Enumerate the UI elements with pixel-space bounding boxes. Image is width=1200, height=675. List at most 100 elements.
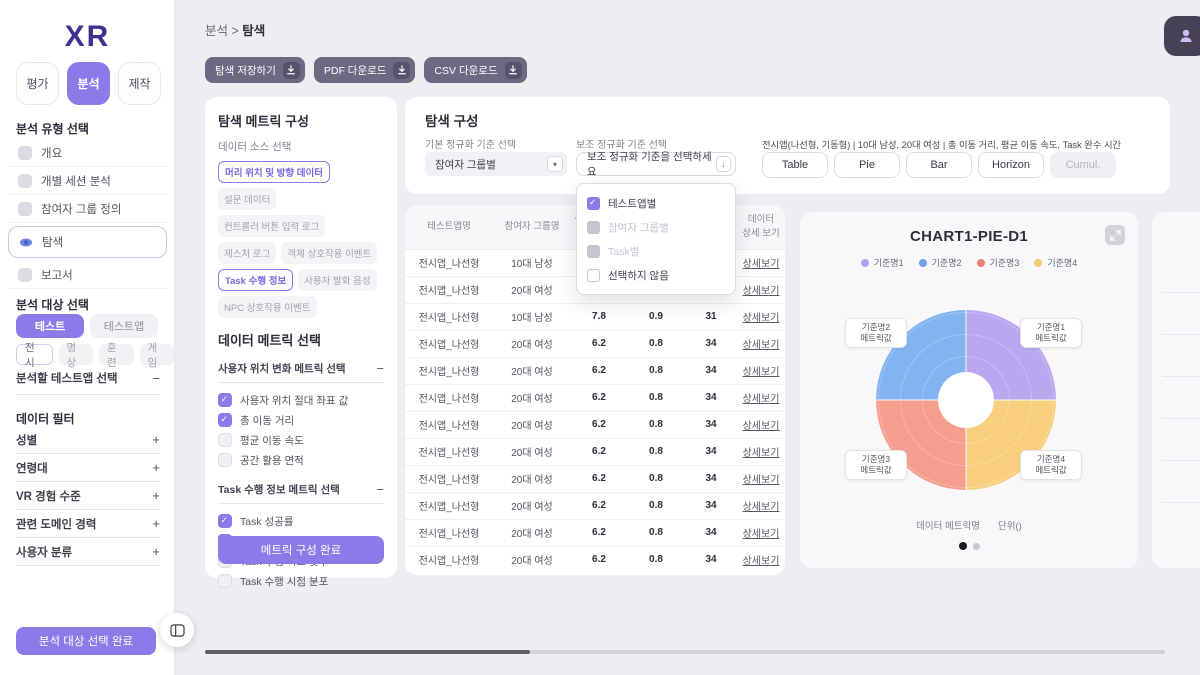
detail-link[interactable]: 상세보기 [742,394,780,405]
secondary-normalize-select[interactable]: 보조 정규화 기준을 선택하세요 ↓ [576,151,736,178]
legend-item: 기준명3 [976,256,1019,269]
target-tabs: 테스트 테스트앱 [16,314,158,338]
checkbox-label: 평균 이동 속도 [240,434,304,447]
app-select-label: 분석할 테스트앱 선택 [16,373,118,385]
detail-link[interactable]: 상세보기 [742,313,780,324]
legend-item: 기준명2 [918,256,962,269]
filter-domain-career[interactable]: 관련 도메인 경력 + [16,510,160,538]
chart-type-table-button[interactable]: Table [762,152,828,178]
header-group: 참여자 그룹명 [493,205,571,249]
app-select-accordion[interactable]: 분석할 테스트앱 선택 − [16,370,160,395]
detail-link[interactable]: 상세보기 [742,259,780,270]
primary-normalize-select[interactable]: 참여자 그룹별 ▾ [425,152,567,176]
dropdown-option-by-task: Task별 [587,239,725,263]
menu-item-report[interactable]: 보고서 [8,261,167,289]
detail-link[interactable]: 상세보기 [742,529,780,540]
metric-select-title: 데이터 메트릭 선택 [218,333,321,348]
metric-complete-button[interactable]: 메트릭 구성 완료 [218,536,384,564]
source-chip-controller-log[interactable]: 컨트롤러 버튼 입력 로그 [218,215,326,237]
chip-game[interactable]: 게임 [139,342,174,369]
target-complete-button[interactable]: 분석 대상 선택 완료 [16,627,156,655]
detail-link[interactable]: 상세보기 [742,286,780,297]
dropdown-option-none[interactable]: 선택하지 않음 [587,263,725,287]
target-tab-test[interactable]: 테스트 [16,314,84,338]
detail-link[interactable]: 상세보기 [742,475,780,486]
source-chip-survey[interactable]: 설문 데이터 [218,188,277,210]
pagination-dot-active[interactable] [958,542,967,550]
menu-item-explore[interactable]: 탐색 [8,226,167,258]
chart-type-bar-button[interactable]: Bar [906,152,972,178]
filter-vr-experience[interactable]: VR 경험 수준 + [16,482,160,510]
app-logo: XR [64,20,111,53]
secondary-normalize-label: 보조 정규화 기준 선택 [576,140,668,151]
position-metric-group-header[interactable]: 사용자 위치 변화 메트릭 선택 − [218,361,384,383]
task-metric-group-header[interactable]: Task 수행 정보 메트릭 선택 − [218,482,384,504]
group-title: Task 수행 정보 메트릭 선택 [218,484,340,496]
tab-analysis[interactable]: 분석 [67,62,110,105]
filter-gender[interactable]: 성별 + [16,426,160,454]
dropdown-option-by-testapp[interactable]: 테스트앱별 [587,191,725,215]
checkbox-abs-position[interactable]: 사용자 위치 절대 좌표 값 [218,390,384,410]
source-chip-gesture-log[interactable]: 제스처 로그 [218,242,277,264]
filter-age[interactable]: 연령대 + [16,454,160,482]
source-chip-npc-event[interactable]: NPC 상호작용 이벤트 [218,296,317,318]
legend-item: 기준명1 [860,256,904,269]
source-chip-task-info[interactable]: Task 수행 정보 [218,269,294,291]
pagination-dot[interactable] [972,542,980,550]
detail-link[interactable]: 상세보기 [742,448,780,459]
chip-exhibition[interactable]: 전시 [16,342,53,369]
explore-config-card: 탐색 구성 기본 정규화 기준 선택 참여자 그룹별 ▾ 보조 정규화 기준 선… [405,97,1170,194]
chart-expand-button[interactable] [1105,225,1125,245]
tab-evaluate[interactable]: 평가 [16,62,59,105]
chip-training[interactable]: 훈련 [99,342,134,369]
filter-user-class[interactable]: 사용자 분류 + [16,538,160,566]
scrollbar-thumb[interactable] [205,650,530,654]
menu-item-group[interactable]: 참여자 그룹 정의 [8,195,167,223]
checkbox-space-usage[interactable]: 공간 활용 면적 [218,450,384,470]
source-chip-head-pose[interactable]: 머리 위치 및 방향 데이터 [218,161,330,183]
checkbox-task-distribution[interactable]: Task 수행 시점 분포 [218,571,384,591]
detail-link[interactable]: 상세보기 [742,556,780,568]
checkbox-checked-icon [218,413,232,427]
callout-criteria1: 기준명1 메트릭값 [1020,318,1082,349]
menu-item-session[interactable]: 개별 세션 분석 [8,167,167,195]
chart-type-cumul-button: Cumul. [1050,152,1116,178]
download-icon [393,61,411,79]
chip-meditation[interactable]: 명상 [58,342,93,369]
breadcrumb-parent[interactable]: 분석 [205,24,229,38]
checkbox-avg-speed[interactable]: 평균 이동 속도 [218,430,384,450]
csv-download-button[interactable]: CSV 다운로드 [424,57,527,83]
detail-link[interactable]: 상세보기 [742,367,780,378]
save-explore-button[interactable]: 탐색 저장하기 [205,57,305,83]
chart-type-horizon-button[interactable]: Horizon [978,152,1044,178]
detail-link[interactable]: 상세보기 [742,340,780,351]
sidebar-collapse-button[interactable] [160,613,194,647]
detail-link[interactable]: 상세보기 [742,421,780,432]
chart-type-pie-button[interactable]: Pie [834,152,900,178]
arrow-down-icon: ↓ [715,156,731,172]
pdf-download-button[interactable]: PDF 다운로드 [313,57,416,83]
callout-criteria4: 기준명4 메트릭값 [1020,450,1082,481]
target-tab-testapp[interactable]: 테스트앱 [90,314,158,338]
detail-link[interactable]: 상세보기 [742,502,780,513]
dropdown-option-label: Task별 [608,245,640,258]
profile-button[interactable] [1164,16,1200,56]
tab-create[interactable]: 제작 [118,62,161,105]
checkbox-total-distance[interactable]: 총 이동 거리 [218,410,384,430]
source-chip-user-speech[interactable]: 사용자 발화 음성 [298,269,377,291]
donut-hole [938,372,994,428]
chart-type-buttons: Table Pie Bar Horizon Cumul. [762,152,1116,178]
pdf-download-label: PDF 다운로드 [323,64,387,77]
checkbox-label: 사용자 위치 절대 좌표 값 [240,394,349,407]
menu-item-overview[interactable]: 개요 [8,139,167,167]
analysis-type-title: 분석 유형 선택 [16,122,89,136]
horizontal-scrollbar[interactable] [205,650,1165,654]
minus-icon: − [376,361,384,376]
checkbox-task-success[interactable]: Task 성공률 [218,511,384,531]
filter-label: 연령대 [16,462,48,475]
source-chip-object-event[interactable]: 객체 상호작용 이벤트 [281,242,378,264]
callout-criteria2: 기준명2 메트릭값 [845,318,907,349]
